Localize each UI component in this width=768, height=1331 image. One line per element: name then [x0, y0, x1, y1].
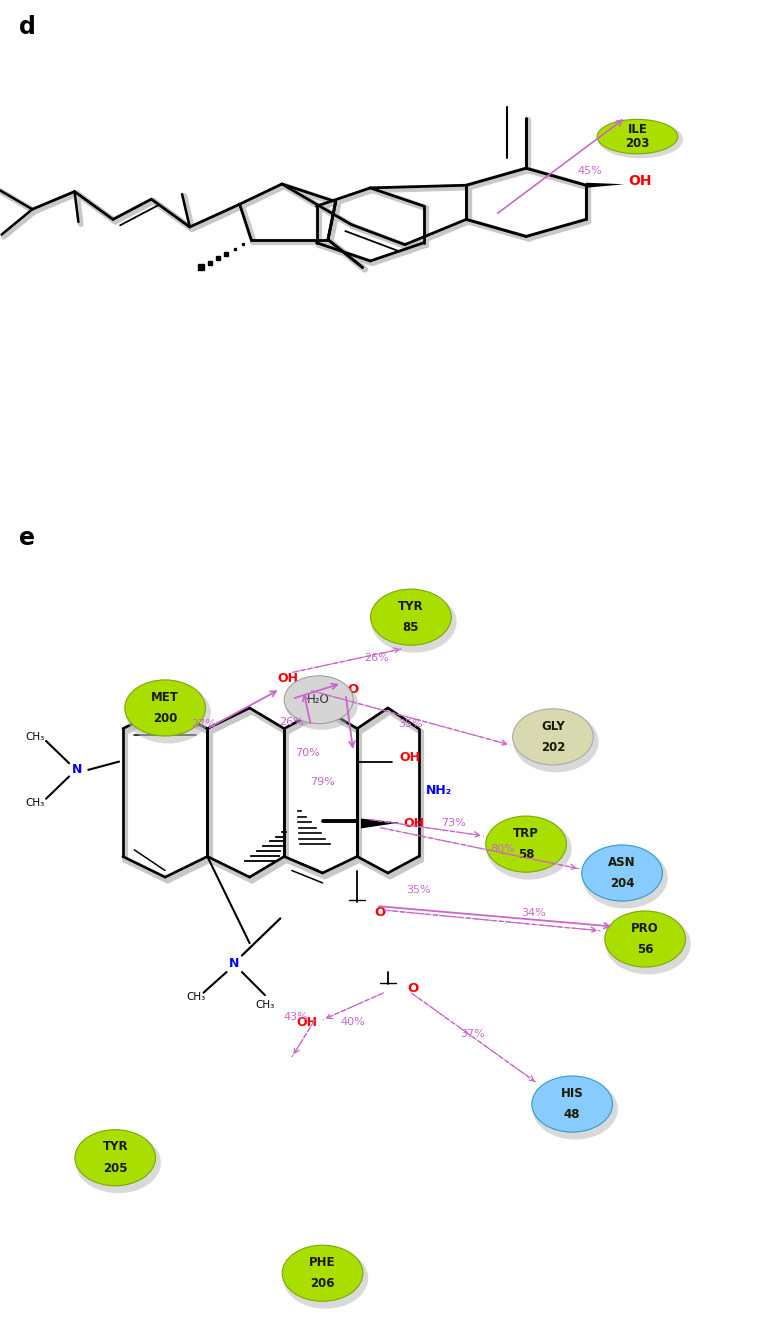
Polygon shape	[586, 182, 624, 188]
Polygon shape	[361, 819, 399, 828]
Text: 35%: 35%	[406, 885, 431, 894]
Text: 79%: 79%	[310, 777, 335, 787]
Text: CH₃: CH₃	[186, 992, 206, 1002]
Text: N: N	[229, 957, 240, 970]
Text: 35%: 35%	[399, 720, 423, 729]
Text: 206: 206	[310, 1278, 335, 1291]
Text: 40%: 40%	[341, 1017, 366, 1026]
Text: 200: 200	[153, 712, 177, 725]
Ellipse shape	[74, 1130, 155, 1186]
Ellipse shape	[597, 120, 677, 154]
Text: 85: 85	[402, 622, 419, 635]
Text: O: O	[348, 683, 359, 696]
Text: OH: OH	[399, 751, 420, 764]
Ellipse shape	[124, 680, 205, 736]
Text: TRP: TRP	[513, 827, 539, 840]
Text: 203: 203	[625, 137, 650, 149]
Text: 26%: 26%	[280, 717, 304, 727]
Ellipse shape	[283, 1246, 362, 1302]
Text: O: O	[407, 982, 419, 996]
Ellipse shape	[125, 683, 210, 744]
Ellipse shape	[605, 913, 691, 974]
Ellipse shape	[582, 848, 668, 909]
Text: CH₃: CH₃	[255, 1000, 275, 1010]
Text: 80%: 80%	[491, 844, 515, 855]
Ellipse shape	[486, 816, 567, 872]
Text: 56: 56	[637, 944, 654, 956]
Text: OH: OH	[277, 672, 299, 685]
Ellipse shape	[284, 676, 353, 724]
Text: ASN: ASN	[608, 856, 636, 869]
Text: 58: 58	[518, 848, 535, 861]
Text: OH: OH	[403, 817, 424, 831]
Text: HIS: HIS	[561, 1087, 584, 1099]
Text: TYR: TYR	[398, 600, 424, 614]
Ellipse shape	[598, 121, 684, 158]
Text: NH₂: NH₂	[426, 784, 452, 797]
Ellipse shape	[285, 677, 358, 729]
Ellipse shape	[604, 910, 686, 968]
Text: 73%: 73%	[441, 819, 465, 828]
Text: 48: 48	[564, 1109, 581, 1121]
Text: GLY: GLY	[541, 720, 564, 732]
Text: 34%: 34%	[521, 909, 546, 918]
Ellipse shape	[513, 711, 598, 772]
Ellipse shape	[513, 709, 594, 765]
Text: OH: OH	[296, 1016, 318, 1029]
Text: O: O	[375, 906, 386, 918]
Text: CH₃: CH₃	[25, 797, 45, 808]
Text: 205: 205	[103, 1162, 127, 1175]
Text: ILE: ILE	[627, 124, 647, 137]
Text: 37%: 37%	[460, 1029, 485, 1040]
Text: 45%: 45%	[577, 165, 602, 176]
Ellipse shape	[371, 591, 456, 652]
Ellipse shape	[283, 1247, 369, 1308]
Ellipse shape	[75, 1133, 161, 1193]
Text: PRO: PRO	[631, 922, 659, 934]
Ellipse shape	[582, 845, 662, 901]
Text: CH₃: CH₃	[25, 732, 45, 741]
Ellipse shape	[370, 590, 451, 646]
Text: 204: 204	[610, 877, 634, 890]
Text: MET: MET	[151, 691, 179, 704]
Ellipse shape	[532, 1078, 617, 1139]
Ellipse shape	[487, 819, 571, 880]
Text: 70%: 70%	[295, 748, 319, 759]
Text: e: e	[19, 526, 35, 551]
Ellipse shape	[531, 1075, 613, 1133]
Text: 202: 202	[541, 741, 565, 755]
Text: 43%: 43%	[283, 1013, 308, 1022]
Text: N: N	[71, 764, 82, 776]
Text: 27%: 27%	[191, 720, 216, 729]
Text: TYR: TYR	[102, 1141, 128, 1154]
Text: d: d	[19, 15, 36, 39]
Text: 26%: 26%	[364, 654, 389, 663]
Text: OH: OH	[628, 174, 652, 188]
Text: H₂O: H₂O	[307, 693, 330, 707]
Text: PHE: PHE	[310, 1256, 336, 1268]
